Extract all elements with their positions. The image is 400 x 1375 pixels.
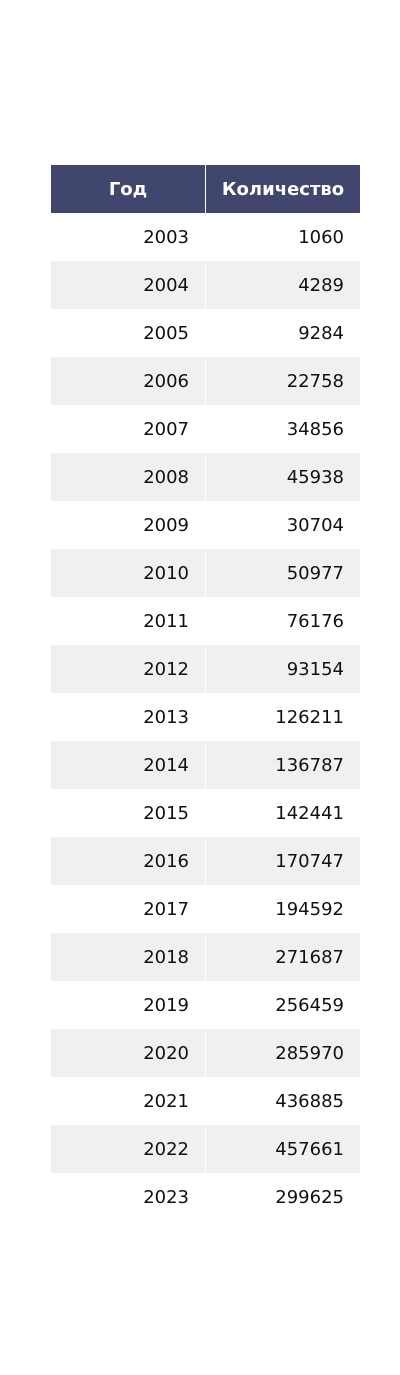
cell-year: 2011 [143, 610, 189, 632]
cell-year: 2012 [143, 658, 189, 680]
cell-year: 2019 [143, 994, 189, 1016]
header-count: Количество [205, 165, 360, 213]
table-row: 2012 93154 [51, 645, 360, 693]
table-row: 2008 45938 [51, 453, 360, 501]
table-row: 2003 1060 [51, 213, 360, 261]
data-table: Год Количество 2003 1060 2004 4289 2005 9284 2… [51, 165, 360, 1221]
table-row: 2006 22758 [51, 357, 360, 405]
cell-count: 170747 [205, 837, 360, 885]
table-row: 2016 170747 [51, 837, 360, 885]
table-row: 2023 299625 [51, 1173, 360, 1221]
cell-count: 76176 [205, 597, 360, 645]
cell-count: 256459 [205, 981, 360, 1029]
table-row: 2011 76176 [51, 597, 360, 645]
cell-year: 2008 [143, 466, 189, 488]
cell-year: 2015 [143, 802, 189, 824]
cell-count: 136787 [205, 741, 360, 789]
cell-year: 2005 [143, 322, 189, 344]
table-row: 2020 285970 [51, 1029, 360, 1077]
table-row: 2019 256459 [51, 981, 360, 1029]
table-body: 2003 1060 2004 4289 2005 9284 2006 22758 2007 348… [51, 213, 360, 1221]
cell-year: 2004 [143, 274, 189, 296]
table-row: 2018 271687 [51, 933, 360, 981]
cell-year: 2006 [143, 370, 189, 392]
cell-year: 2016 [143, 850, 189, 872]
table-row: 2005 9284 [51, 309, 360, 357]
cell-count: 4289 [205, 261, 360, 309]
cell-year: 2021 [143, 1090, 189, 1112]
cell-count: 285970 [205, 1029, 360, 1077]
cell-count: 271687 [205, 933, 360, 981]
header-year: Год [108, 178, 148, 200]
table-row: 2009 30704 [51, 501, 360, 549]
cell-year: 2020 [143, 1042, 189, 1064]
cell-count: 30704 [205, 501, 360, 549]
cell-year: 2018 [143, 946, 189, 968]
cell-count: 194592 [205, 885, 360, 933]
cell-count: 45938 [205, 453, 360, 501]
table-row: 2014 136787 [51, 741, 360, 789]
cell-count: 1060 [205, 213, 360, 261]
cell-year: 2017 [143, 898, 189, 920]
table-row: 2021 436885 [51, 1077, 360, 1125]
cell-year: 2013 [143, 706, 189, 728]
table-row: 2013 126211 [51, 693, 360, 741]
cell-count: 34856 [205, 405, 360, 453]
cell-count: 50977 [205, 549, 360, 597]
cell-count: 22758 [205, 357, 360, 405]
table-header-row: Год Количество [51, 165, 360, 213]
cell-count: 436885 [205, 1077, 360, 1125]
cell-year: 2022 [143, 1138, 189, 1160]
cell-year: 2023 [143, 1186, 189, 1208]
cell-year: 2003 [143, 226, 189, 248]
cell-count: 9284 [205, 309, 360, 357]
cell-count: 299625 [205, 1173, 360, 1221]
cell-year: 2010 [143, 562, 189, 584]
table-row: 2007 34856 [51, 405, 360, 453]
cell-count: 93154 [205, 645, 360, 693]
cell-year: 2014 [143, 754, 189, 776]
table-row: 2017 194592 [51, 885, 360, 933]
table-row: 2010 50977 [51, 549, 360, 597]
table-row: 2015 142441 [51, 789, 360, 837]
cell-year: 2007 [143, 418, 189, 440]
table-row: 2004 4289 [51, 261, 360, 309]
table-row: 2022 457661 [51, 1125, 360, 1173]
cell-count: 126211 [205, 693, 360, 741]
cell-count: 142441 [205, 789, 360, 837]
cell-year: 2009 [143, 514, 189, 536]
cell-count: 457661 [205, 1125, 360, 1173]
